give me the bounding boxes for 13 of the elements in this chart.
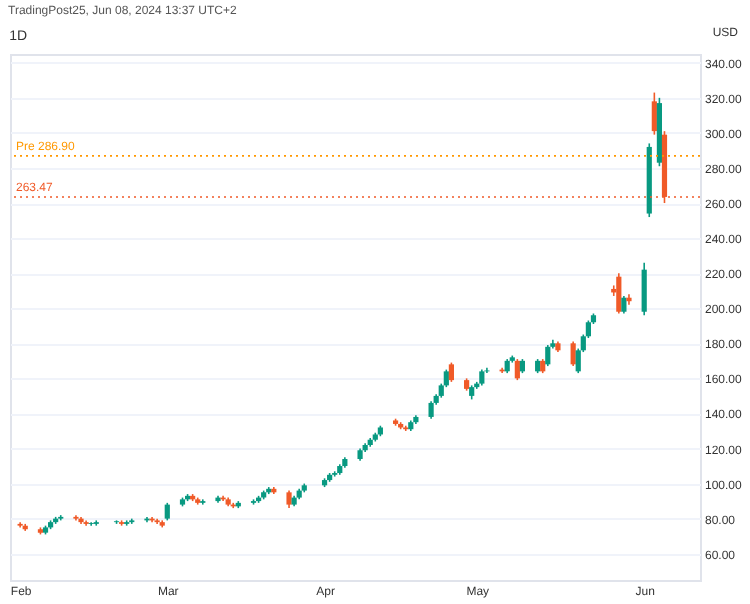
candlestick	[651, 91, 657, 136]
candlestick	[570, 340, 576, 367]
candlestick	[641, 261, 647, 317]
candlestick	[448, 361, 454, 383]
candlestick	[545, 344, 551, 367]
candlestick	[626, 293, 632, 306]
candlestick	[93, 519, 99, 527]
candlestick	[88, 521, 94, 527]
candlestick	[514, 358, 520, 381]
candlestick	[332, 470, 338, 478]
candlestick	[200, 498, 206, 506]
candlestick	[616, 272, 622, 315]
candlestick	[83, 519, 89, 527]
